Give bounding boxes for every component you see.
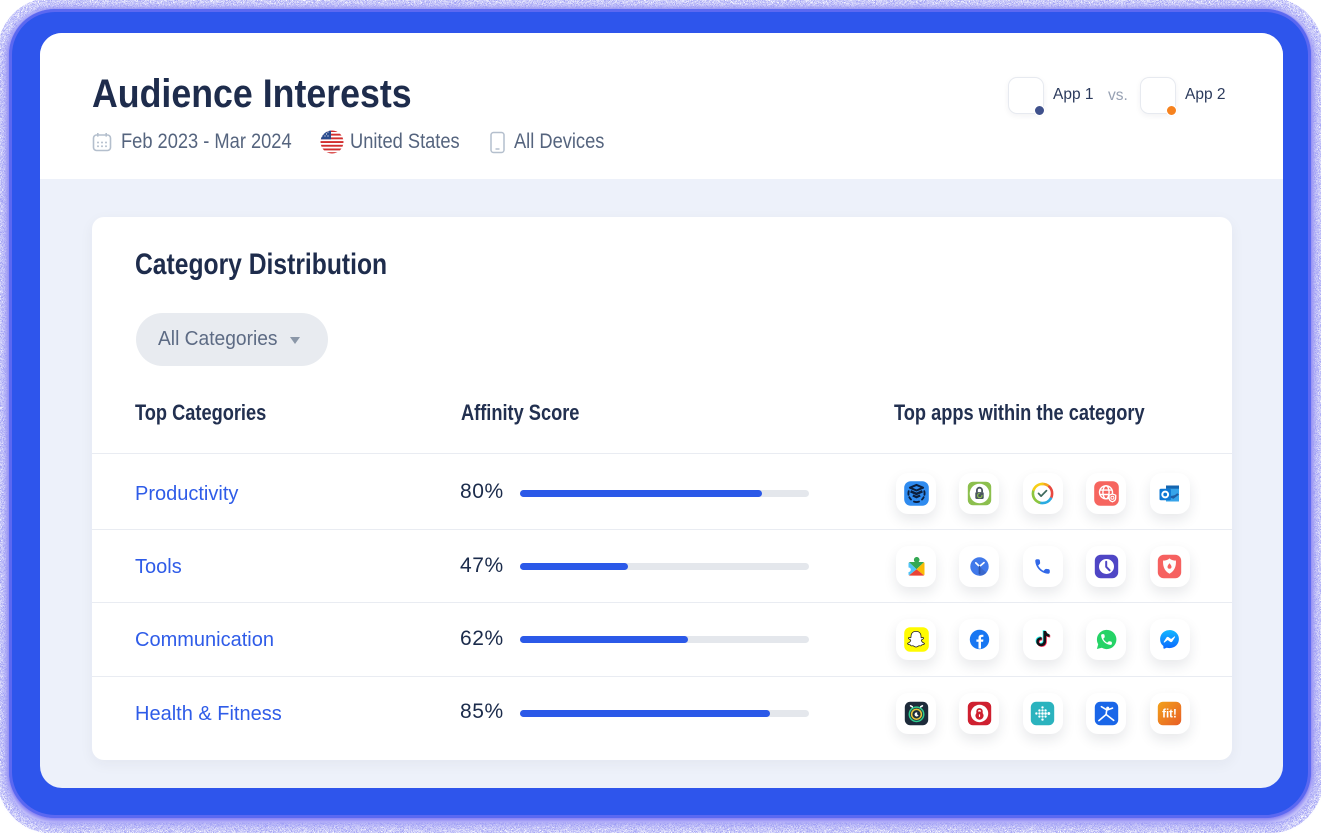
svg-text:fit!: fit! [1162,708,1177,720]
